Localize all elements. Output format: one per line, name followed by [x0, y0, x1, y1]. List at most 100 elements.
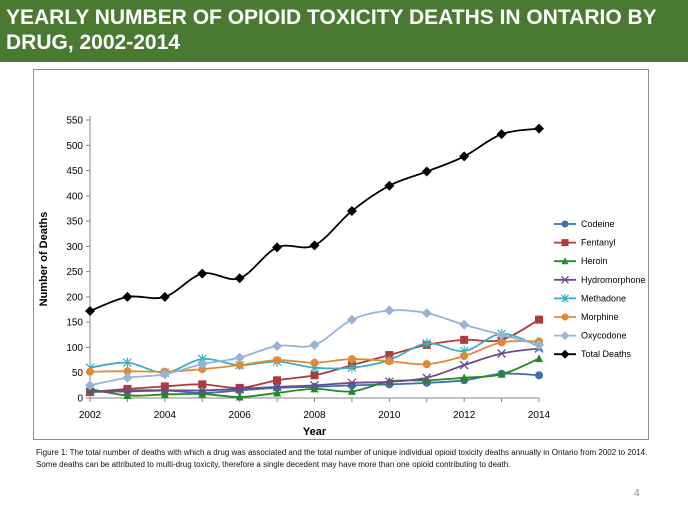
data-point — [422, 375, 431, 384]
data-point — [347, 386, 356, 395]
legend-label: Total Deaths — [581, 349, 632, 359]
data-point — [273, 356, 282, 365]
legend-marker — [561, 220, 569, 228]
data-point — [460, 335, 469, 344]
legend-marker — [561, 275, 569, 284]
data-point — [310, 380, 319, 390]
series-oxycodone — [85, 305, 544, 391]
data-point — [460, 373, 469, 382]
data-point — [497, 349, 507, 358]
legend-marker — [561, 239, 569, 247]
y-tick-label: 200 — [66, 292, 83, 303]
data-point — [421, 308, 432, 319]
chart-legend: Codeine Fentanyl Heroin Hydromorphone Methad… — [554, 219, 646, 359]
line-chart: 0 50 100 150 200 250 300 350 400 450 500 550 2002 200… — [38, 116, 646, 439]
legend-label: Codeine — [581, 219, 615, 229]
legend-label: Oxycodone — [581, 331, 627, 341]
data-point — [159, 369, 170, 380]
data-point — [160, 382, 169, 391]
data-point — [309, 339, 320, 350]
data-point — [235, 392, 244, 401]
legend-entry-morphine: Morphine — [554, 312, 619, 322]
y-axis-title: Number of Deaths — [38, 212, 50, 307]
data-point — [197, 385, 207, 395]
data-point — [123, 390, 132, 399]
data-point — [85, 380, 95, 391]
data-point — [534, 339, 544, 350]
data-point — [310, 384, 319, 393]
data-point — [122, 357, 132, 368]
series-line — [89, 127, 540, 312]
legend-entry-methadone: Methadone — [554, 293, 626, 303]
y-tick-label: 500 — [66, 141, 83, 152]
data-point — [535, 354, 543, 363]
y-tick-label: 400 — [66, 191, 83, 202]
y-tick-label: 450 — [66, 166, 83, 177]
x-tick-label: 2008 — [303, 410, 326, 421]
data-point — [385, 351, 394, 360]
figure-caption: Figure 1: The total number of deaths wit… — [36, 448, 648, 469]
legend-label: Morphine — [581, 312, 619, 322]
data-point — [421, 166, 432, 177]
x-tick-label: 2010 — [378, 410, 401, 421]
series-total-deaths — [85, 123, 544, 317]
data-point — [122, 386, 132, 396]
slide-title: YEARLY NUMBER OF OPIOID TOXICITY DEATHS … — [6, 6, 657, 54]
data-point — [159, 291, 170, 302]
legend-marker — [561, 313, 569, 321]
data-point — [422, 360, 431, 369]
legend-label: Fentanyl — [581, 238, 616, 248]
data-point — [422, 338, 432, 349]
title-bar: YEARLY NUMBER OF OPIOID TOXICITY DEATHS … — [0, 0, 688, 62]
data-point — [198, 380, 207, 389]
legend-entry-heroin: Heroin — [554, 256, 608, 266]
data-point — [198, 389, 207, 398]
data-point — [160, 389, 169, 398]
x-tick-label: 2002 — [79, 410, 102, 421]
data-point — [384, 180, 395, 191]
data-point — [309, 240, 320, 251]
y-tick-label: 50 — [72, 368, 84, 379]
data-point — [160, 385, 170, 395]
x-tick-label: 2004 — [154, 410, 177, 421]
legend-entry-fentanyl: Fentanyl — [554, 238, 616, 248]
legend-entry-hydromorphone: Hydromorphone — [554, 275, 646, 285]
y-tick-label: 550 — [66, 116, 83, 127]
legend-label: Heroin — [581, 256, 608, 266]
x-tick-label: 2012 — [453, 410, 476, 421]
legend-marker — [561, 293, 569, 303]
data-point — [272, 242, 283, 253]
data-point — [346, 314, 357, 325]
data-point — [85, 387, 95, 397]
chart-frame — [33, 69, 649, 440]
legend-entry-oxycodone: Oxycodone — [554, 331, 627, 341]
data-point — [459, 319, 470, 330]
legend-marker — [561, 257, 569, 265]
data-point — [235, 361, 244, 370]
data-point — [346, 205, 357, 216]
y-tick-label: 350 — [66, 217, 83, 228]
y-tick-label: 250 — [66, 267, 83, 278]
data-point — [273, 376, 282, 385]
data-point — [234, 273, 245, 284]
series-line — [89, 318, 540, 393]
page-number: 4 — [634, 488, 640, 499]
legend-entry-total-deaths: Total Deaths — [554, 349, 632, 359]
x-tick-label: 2014 — [528, 410, 551, 421]
legend-label: Methadone — [581, 293, 626, 303]
y-tick-label: 300 — [66, 242, 83, 253]
data-point — [422, 373, 432, 383]
x-tick-label: 2006 — [229, 410, 252, 421]
data-point — [385, 357, 394, 366]
y-tick-label: 100 — [66, 343, 83, 354]
data-point — [497, 369, 506, 378]
x-axis-title: Year — [303, 426, 327, 438]
legend-marker — [560, 331, 570, 341]
legend-entry-codeine: Codeine — [554, 219, 615, 229]
data-point — [347, 378, 357, 388]
data-point — [273, 388, 282, 397]
data-point — [234, 352, 245, 363]
data-point — [235, 383, 244, 392]
data-point — [347, 355, 356, 364]
data-point — [197, 359, 208, 370]
